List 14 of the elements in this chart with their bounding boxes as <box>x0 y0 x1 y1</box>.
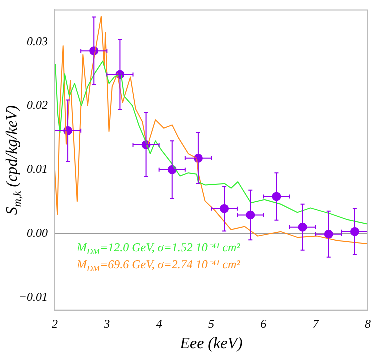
y-axis-title: Sm,k (cpd/kg/keV) <box>4 106 24 216</box>
y-tick-label: −0.01 <box>18 290 48 304</box>
x-tick-label: 6 <box>260 316 267 331</box>
y-tick-label: 0.01 <box>27 162 48 176</box>
y-tick-label: 0.03 <box>27 34 48 48</box>
y-tick-label: 0.00 <box>27 226 48 240</box>
x-tick-label: 2 <box>52 316 58 331</box>
x-tick-label: 8 <box>365 316 371 331</box>
x-tick-label: 4 <box>156 316 162 331</box>
y-tick-label: 0.02 <box>27 98 48 112</box>
x-tick-label: 3 <box>103 316 110 331</box>
x-tick-label: 7 <box>312 316 320 331</box>
x-axis-title: Eee (keV) <box>179 336 243 353</box>
x-tick-label: 5 <box>208 316 214 331</box>
